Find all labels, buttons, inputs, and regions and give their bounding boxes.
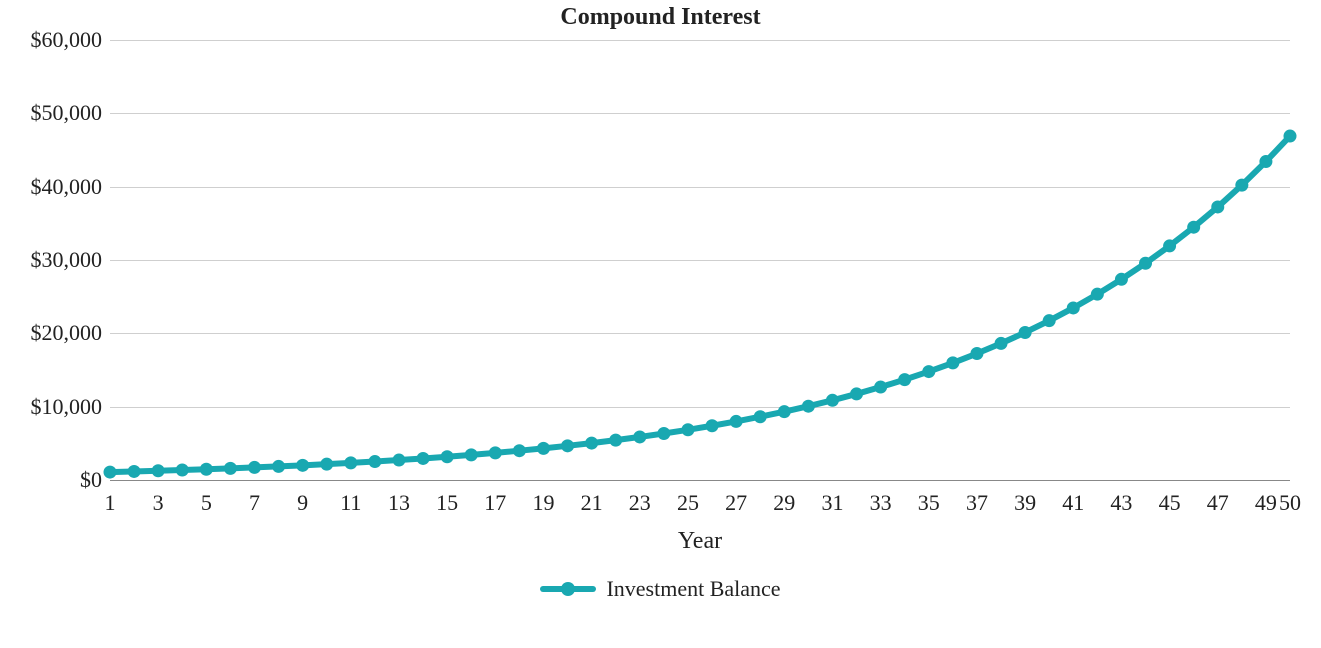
x-tick-label: 13 <box>379 490 419 516</box>
series-marker <box>585 437 598 450</box>
series-marker <box>489 446 502 459</box>
series-marker <box>1139 257 1152 270</box>
series-marker <box>320 458 333 471</box>
x-tick-label: 41 <box>1053 490 1093 516</box>
series-marker <box>296 459 309 472</box>
x-tick-label: 15 <box>427 490 467 516</box>
series-marker <box>272 460 285 473</box>
series-marker <box>417 452 430 465</box>
x-tick-label: 37 <box>957 490 997 516</box>
legend-swatch <box>540 579 596 599</box>
series-marker <box>441 450 454 463</box>
series-marker <box>104 466 117 479</box>
series-marker <box>1259 155 1272 168</box>
y-tick-label: $20,000 <box>2 320 102 346</box>
series-marker <box>730 415 743 428</box>
legend-label: Investment Balance <box>606 576 780 602</box>
y-tick-label: $40,000 <box>2 174 102 200</box>
chart-title: Compound Interest <box>0 4 1321 31</box>
series-marker <box>657 427 670 440</box>
compound-interest-chart: Compound Interest Year Investment Balanc… <box>0 0 1321 648</box>
x-tick-label: 25 <box>668 490 708 516</box>
x-tick-label: 17 <box>475 490 515 516</box>
series-marker <box>922 365 935 378</box>
y-tick-label: $60,000 <box>2 27 102 53</box>
x-tick-label: 23 <box>620 490 660 516</box>
series-marker <box>802 400 815 413</box>
x-axis-line <box>110 480 1290 481</box>
series-marker <box>995 337 1008 350</box>
series-marker <box>1019 326 1032 339</box>
series-marker <box>513 444 526 457</box>
x-tick-label: 27 <box>716 490 756 516</box>
series-marker <box>1187 221 1200 234</box>
x-tick-label: 33 <box>861 490 901 516</box>
x-tick-label: 9 <box>283 490 323 516</box>
legend: Investment Balance <box>0 576 1321 602</box>
series-marker <box>609 434 622 447</box>
x-tick-label: 47 <box>1198 490 1238 516</box>
series-marker <box>368 455 381 468</box>
series-marker <box>874 381 887 394</box>
series-marker <box>1043 314 1056 327</box>
series-marker <box>1163 239 1176 252</box>
series-marker <box>970 347 983 360</box>
y-tick-label: $30,000 <box>2 247 102 273</box>
x-tick-label: 3 <box>138 490 178 516</box>
series-marker <box>681 423 694 436</box>
series-marker <box>1115 273 1128 286</box>
y-tick-label: $50,000 <box>2 100 102 126</box>
series-marker <box>392 454 405 467</box>
x-tick-label: 45 <box>1150 490 1190 516</box>
series-marker <box>152 464 165 477</box>
x-tick-label: 5 <box>186 490 226 516</box>
series-marker <box>633 430 646 443</box>
series-marker <box>826 394 839 407</box>
y-tick-label: $0 <box>2 467 102 493</box>
x-tick-label: 7 <box>234 490 274 516</box>
x-tick-label: 1 <box>90 490 130 516</box>
x-tick-label: 31 <box>812 490 852 516</box>
series-marker <box>1284 130 1297 143</box>
series-marker <box>1067 301 1080 314</box>
x-tick-label: 43 <box>1101 490 1141 516</box>
series-marker <box>128 465 141 478</box>
x-tick-label: 19 <box>523 490 563 516</box>
series-marker <box>778 405 791 418</box>
x-tick-label: 39 <box>1005 490 1045 516</box>
series-marker <box>850 387 863 400</box>
series-marker <box>1091 288 1104 301</box>
x-tick-label: 11 <box>331 490 371 516</box>
series-line <box>110 136 1290 472</box>
x-tick-label: 21 <box>572 490 612 516</box>
series-marker <box>561 439 574 452</box>
series-marker <box>946 356 959 369</box>
x-tick-label: 29 <box>764 490 804 516</box>
series-marker <box>537 442 550 455</box>
x-tick-label: 50 <box>1270 490 1310 516</box>
series-marker <box>706 419 719 432</box>
series-marker <box>200 463 213 476</box>
series-marker <box>224 462 237 475</box>
series-marker <box>465 448 478 461</box>
series-marker <box>898 373 911 386</box>
series-svg <box>110 40 1290 480</box>
series-marker <box>344 456 357 469</box>
legend-marker <box>561 582 575 596</box>
plot-area <box>110 40 1290 480</box>
series-marker <box>248 461 261 474</box>
y-tick-label: $10,000 <box>2 394 102 420</box>
series-marker <box>754 410 767 423</box>
series-marker <box>176 464 189 477</box>
x-axis-label: Year <box>110 528 1290 555</box>
x-tick-label: 35 <box>909 490 949 516</box>
series-marker <box>1211 200 1224 213</box>
series-marker <box>1235 179 1248 192</box>
